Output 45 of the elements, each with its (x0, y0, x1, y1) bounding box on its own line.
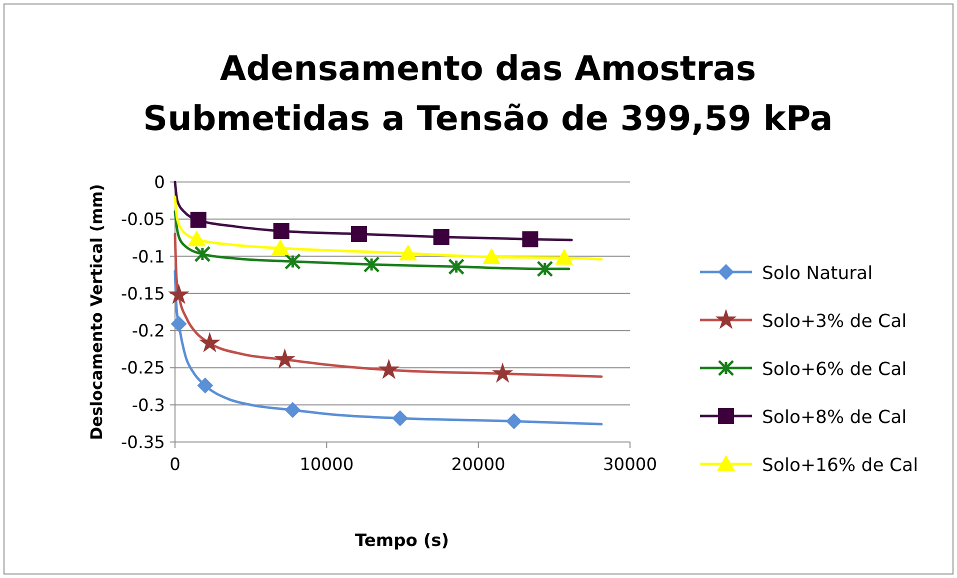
y-tick-label: -0.35 (121, 433, 165, 453)
point (284, 253, 301, 270)
x-tick-label: 30000 (602, 455, 658, 475)
point (433, 228, 450, 245)
point (274, 348, 296, 369)
point (392, 410, 408, 426)
point (399, 244, 418, 260)
x-tick-label: 10000 (300, 455, 354, 475)
legend-label: Solo+3% de Cal (762, 311, 907, 332)
x-tick-label: 20000 (451, 455, 506, 475)
legend-label: Solo+8% de Cal (762, 407, 907, 428)
point (273, 223, 290, 240)
point (284, 402, 301, 418)
point (536, 260, 554, 278)
point (448, 258, 465, 275)
point (492, 362, 514, 383)
point (168, 284, 190, 304)
point (194, 246, 211, 262)
point (378, 358, 400, 379)
legend-label: Solo Natural (762, 263, 873, 284)
y-tick-label: 0 (154, 173, 165, 193)
x-axis-title: Tempo (s) (354, 531, 450, 551)
y-tick-label: -0.3 (132, 396, 165, 416)
y-tick-label: -0.25 (121, 358, 165, 379)
point (199, 332, 220, 352)
y-tick-label: -0.05 (121, 210, 165, 230)
legend-label: Solo+16% de Cal (762, 455, 918, 476)
point (363, 256, 380, 273)
x-tick-label: 0 (170, 455, 180, 475)
point (555, 248, 574, 265)
point (482, 248, 501, 264)
point (506, 413, 522, 430)
chart-title: Adensamento das Amostras Submetidas a Tensão de 399,59 kPa (143, 49, 833, 139)
y-tick-label: -0.15 (121, 284, 165, 304)
point (197, 378, 214, 394)
point (170, 316, 187, 332)
point (522, 231, 538, 248)
y-tick-label: -0.1 (132, 247, 165, 268)
point (350, 226, 367, 242)
y-tick-label: -0.2 (132, 322, 165, 342)
legend-label: Solo+6% de Cal (762, 359, 907, 380)
point (190, 212, 206, 228)
point (271, 239, 290, 256)
point (188, 230, 206, 246)
y-axis-title: Deslocamento Vertical (mm) (87, 184, 106, 440)
